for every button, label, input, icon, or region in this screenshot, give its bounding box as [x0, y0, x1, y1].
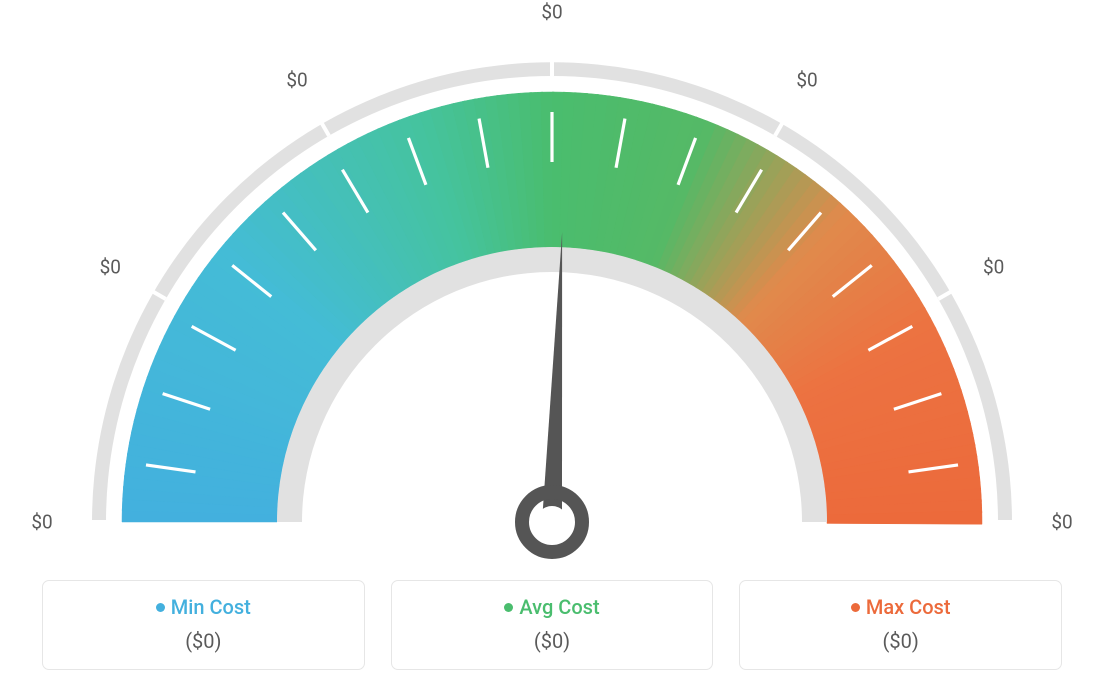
gauge-tick-label: $0 — [1051, 511, 1072, 534]
legend-title-max: Max Cost — [851, 595, 951, 619]
legend-row: Min Cost ($0) Avg Cost ($0) Max Cost ($0… — [0, 580, 1104, 690]
legend-label: Min Cost — [171, 595, 251, 619]
gauge-svg — [0, 12, 1104, 572]
dot-icon — [156, 603, 165, 612]
legend-item-max: Max Cost ($0) — [739, 580, 1062, 670]
gauge-tick-label: $0 — [796, 69, 817, 92]
legend-value-avg: ($0) — [402, 629, 703, 653]
legend-title-avg: Avg Cost — [504, 595, 599, 619]
legend-label: Max Cost — [866, 595, 951, 619]
legend-title-min: Min Cost — [156, 595, 251, 619]
gauge-tick-label: $0 — [286, 69, 307, 92]
dot-icon — [504, 603, 513, 612]
cost-gauge-widget: $0 $0 $0 $0 $0 $0 $0 Min Cost ($0) Avg Cost ($… — [0, 0, 1104, 690]
gauge-tick-label: $0 — [541, 1, 562, 24]
legend-item-avg: Avg Cost ($0) — [391, 580, 714, 670]
gauge-tick-label: $0 — [100, 256, 121, 279]
dot-icon — [851, 603, 860, 612]
legend-value-max: ($0) — [750, 629, 1051, 653]
legend-label: Avg Cost — [519, 595, 599, 619]
gauge-tick-label: $0 — [983, 256, 1004, 279]
gauge-tick-label: $0 — [31, 511, 52, 534]
legend-value-min: ($0) — [53, 629, 354, 653]
gauge-area: $0 $0 $0 $0 $0 $0 $0 — [0, 0, 1104, 560]
legend-item-min: Min Cost ($0) — [42, 580, 365, 670]
